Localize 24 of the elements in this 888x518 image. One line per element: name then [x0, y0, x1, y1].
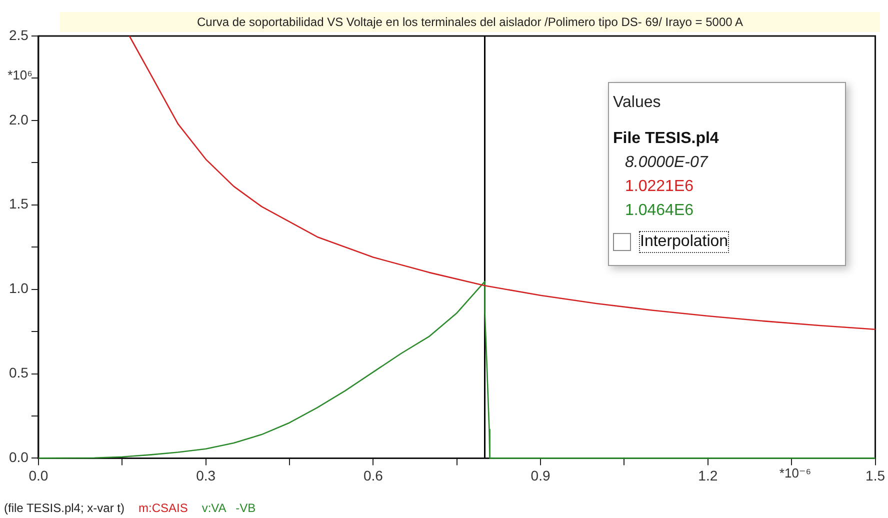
x-tick-label: 0.3: [196, 467, 216, 484]
annotation: Interpolation: [639, 231, 730, 253]
text: m:CSAIS: [138, 501, 188, 515]
y-tick-label: 1.5: [8, 196, 29, 212]
y-tick-label: 0.0: [8, 449, 29, 466]
annotation: File TESIS.pl4: [613, 129, 720, 149]
y-axis-title: *10⁶: [8, 68, 32, 83]
annotation: 8.0000E-07: [625, 153, 710, 173]
x-tick-label: 0.6: [363, 467, 384, 484]
annotation: Values: [613, 93, 662, 113]
text: v:VA -VB: [202, 501, 256, 515]
x-axis-title: *10⁻⁶: [779, 465, 812, 480]
y-tick-label: 2.5: [8, 26, 29, 43]
x-tick-label: 1.5: [866, 467, 886, 484]
annotation: 1.0464E6: [625, 201, 695, 221]
y-tick-label: 2.0: [8, 111, 29, 128]
chart-title: Curva de soportabilidad VS Voltaje en los terminales del aislador /Polimero tipo DS- 69/ Irayo = 5000 A: [60, 12, 880, 32]
text: (file TESIS.pl4; x-var t): [4, 501, 124, 515]
x-tick-label: 0.0: [28, 467, 48, 484]
y-tick-label: 0.5: [8, 364, 29, 381]
annotation: 1.0221E6: [625, 177, 695, 197]
x-tick-label: 0.9: [530, 467, 550, 484]
y-tick-label: 1.0: [8, 280, 29, 296]
x-tick-label: 1.2: [698, 467, 718, 484]
